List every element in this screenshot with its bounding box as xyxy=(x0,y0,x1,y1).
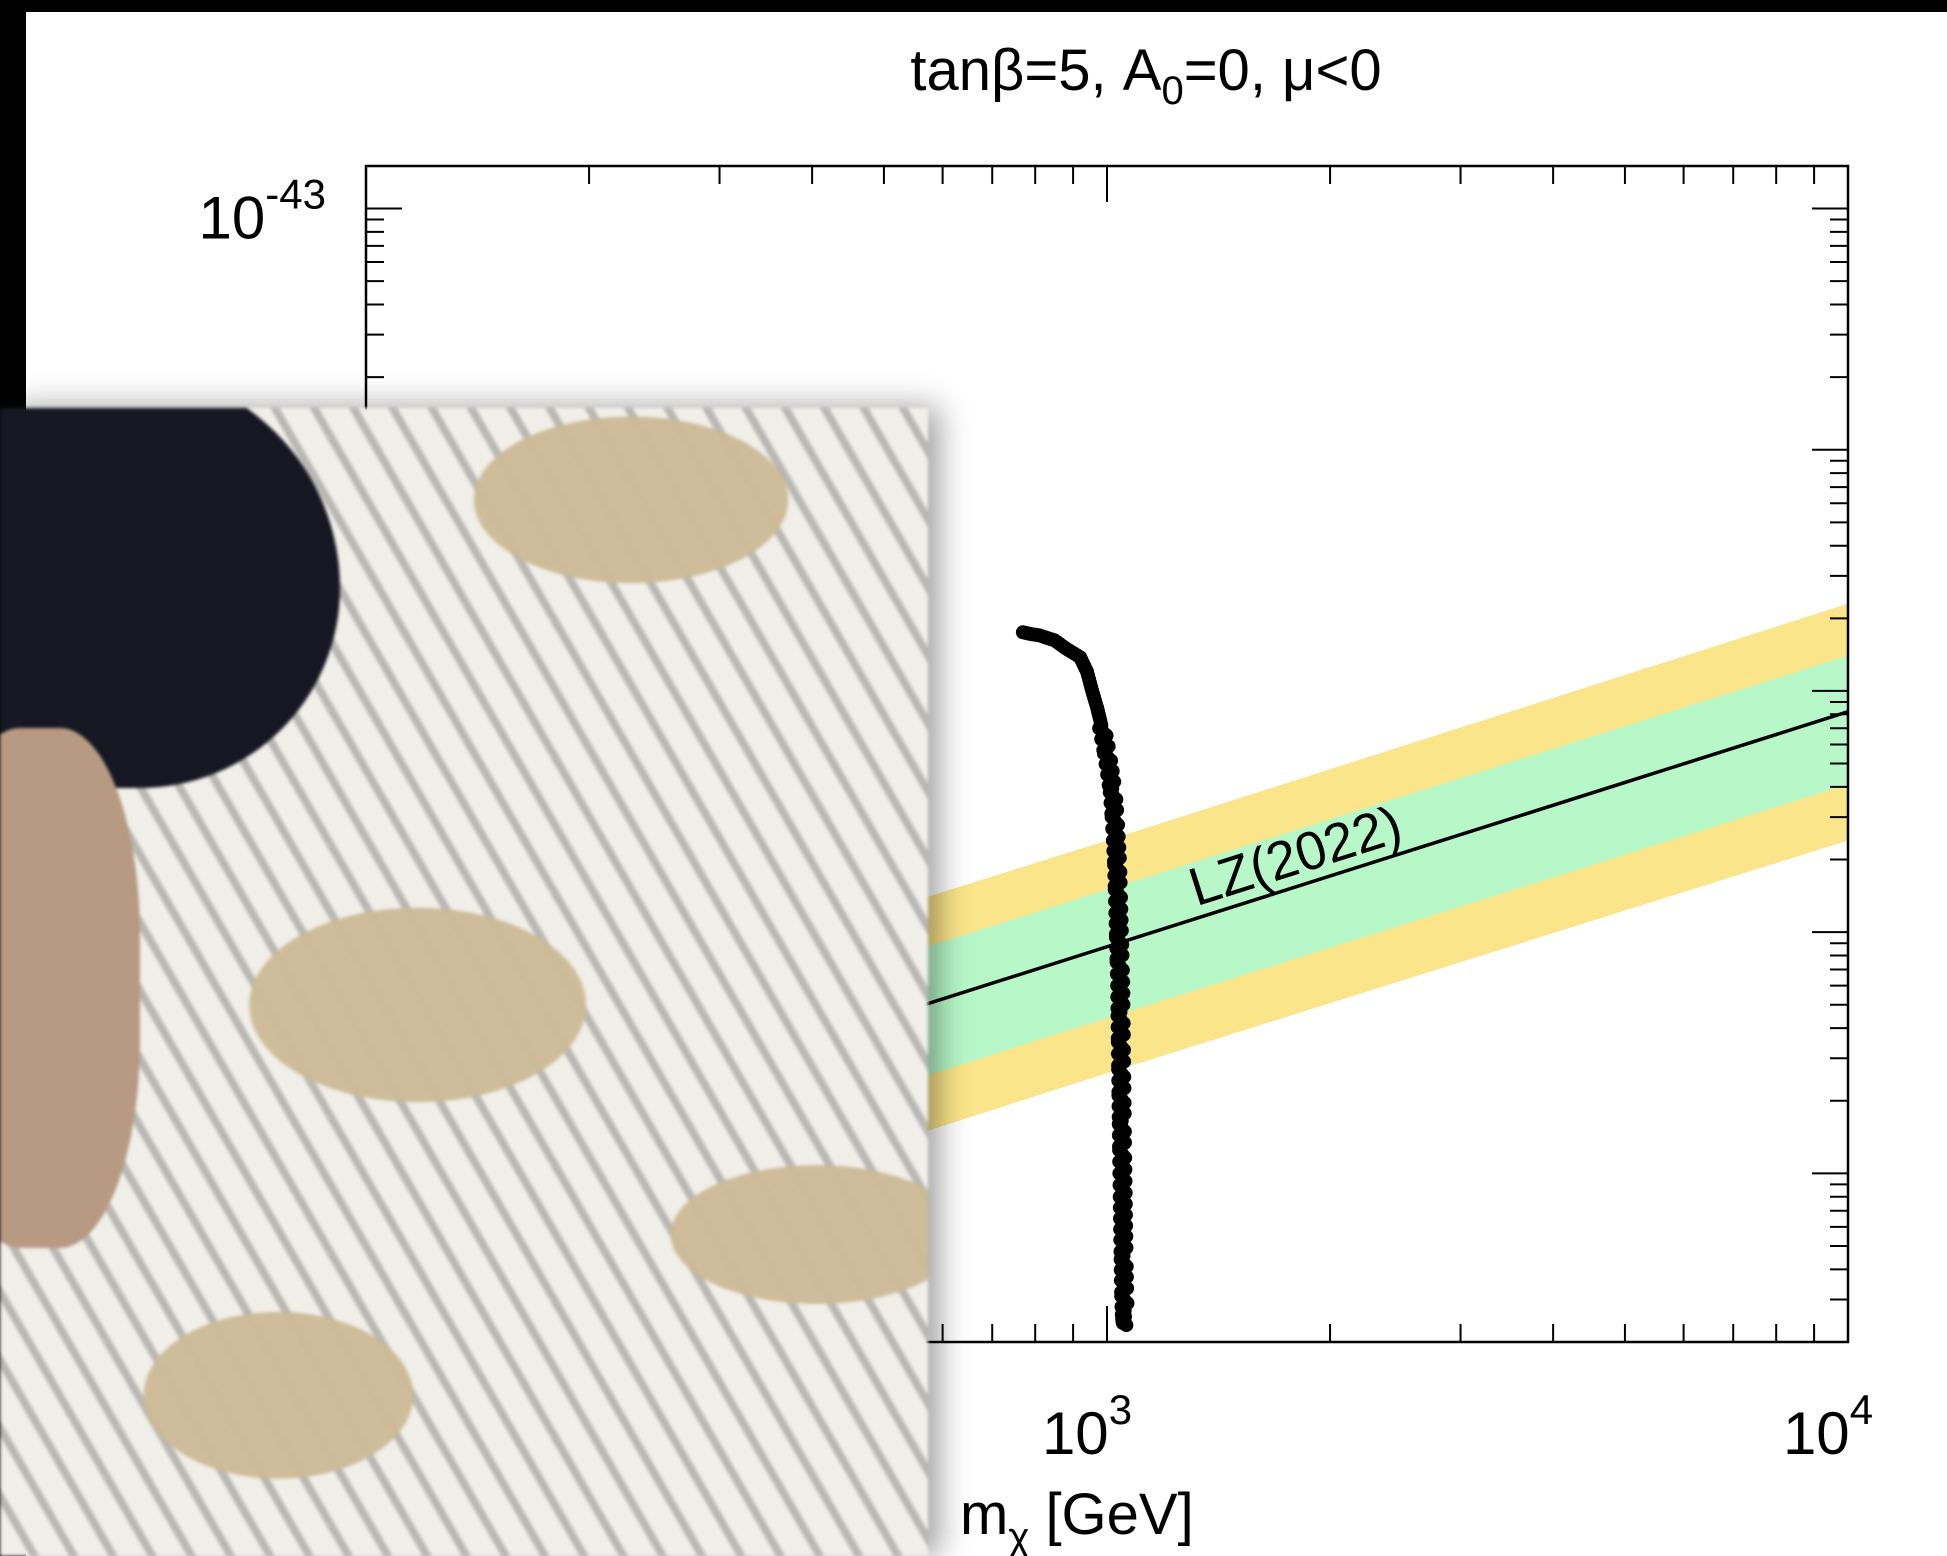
chart-title: tanβ=5, A0=0, μ<0 xyxy=(910,38,1381,113)
tick-label: 103 xyxy=(1042,1386,1132,1467)
scan-points xyxy=(1015,625,1135,1333)
tick-label: 10-43 xyxy=(199,170,326,251)
photo-overlay xyxy=(0,408,928,1556)
x-axis-label: mχ [GeV] xyxy=(960,1482,1194,1556)
tick-label: 104 xyxy=(1783,1386,1873,1467)
scan-point xyxy=(1119,1318,1134,1333)
